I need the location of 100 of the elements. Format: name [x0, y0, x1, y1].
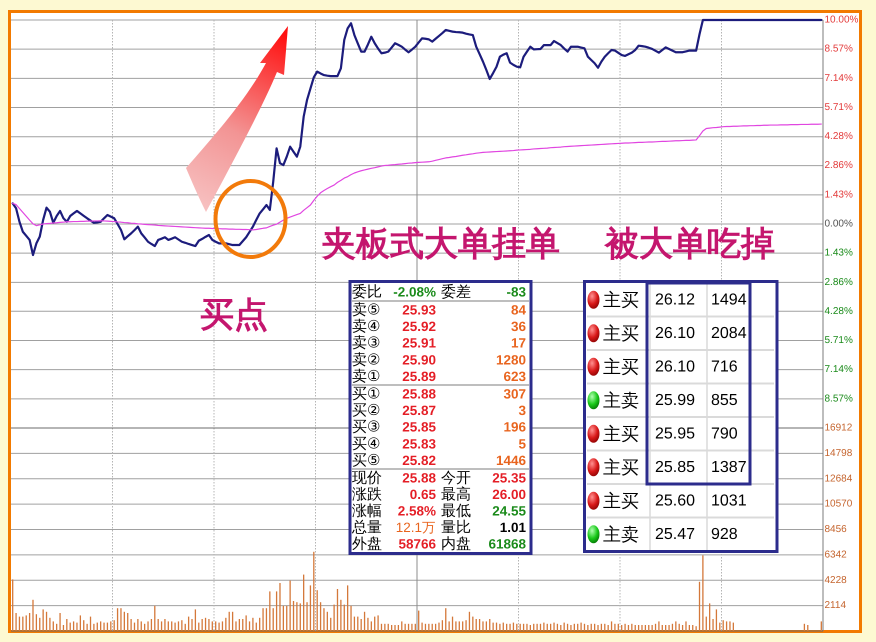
annotation: 36 — [510, 319, 526, 334]
annotation: 卖① — [352, 368, 380, 385]
y-tick-label: 0.00% — [824, 218, 853, 230]
annotation: 卖④ — [352, 318, 380, 336]
annotation: 25.92 — [402, 319, 436, 334]
annotation: 25.87 — [402, 403, 436, 418]
annotation: 主买 — [603, 457, 639, 478]
annotation: 买④ — [352, 435, 380, 452]
annotation: 1387 — [711, 458, 747, 476]
annotation: 12.1万 — [396, 520, 436, 535]
annotation: 26.00 — [492, 487, 526, 502]
annotation: 307 — [503, 386, 526, 402]
annotation: 主买 — [603, 356, 639, 377]
annotation: 卖② — [352, 351, 380, 368]
annotation: 主买 — [603, 290, 639, 310]
annotation: 1.01 — [500, 520, 526, 535]
y-tick-label: 2.86% — [824, 276, 853, 288]
annotation: 现价 — [352, 470, 382, 486]
y-tick-label: 7.14% — [824, 72, 853, 84]
annotation: 涨幅 — [352, 502, 382, 520]
annotation: 623 — [503, 368, 526, 384]
annotation: 25.35 — [492, 470, 526, 486]
annotation: 25.88 — [402, 386, 436, 402]
annotation: 196 — [503, 420, 526, 435]
annotation: 25.91 — [402, 336, 436, 351]
annotation: 委比 — [352, 284, 382, 300]
annotation: 外盘 — [352, 536, 382, 552]
annotation: 主买 — [603, 323, 639, 344]
y-tick-label: 7.14% — [824, 364, 853, 376]
annotation: 总量 — [351, 519, 382, 536]
y-tick-label: 2.86% — [824, 160, 853, 172]
annotation: 最低 — [441, 502, 471, 520]
annotation: 58766 — [398, 536, 436, 552]
annotation: 买② — [352, 402, 380, 420]
annotation: 卖③ — [352, 334, 380, 352]
annotation: 买点 — [200, 296, 268, 334]
annotation: 26.12 — [655, 291, 696, 308]
annotation: 2.58% — [398, 504, 436, 518]
annotation: 25.88 — [402, 470, 436, 486]
annotation: 5 — [518, 436, 526, 452]
annotation: 25.82 — [402, 452, 436, 468]
annotation: 25.83 — [402, 436, 436, 452]
y-tick-label: 8456 — [824, 524, 848, 535]
annotation: 主卖 — [603, 524, 639, 544]
annotation: 主买 — [603, 490, 639, 511]
y-tick-label: 12684 — [824, 473, 853, 484]
annotation: 内盘 — [441, 536, 471, 552]
y-tick-label: 14798 — [824, 448, 853, 459]
annotation: 26.10 — [655, 358, 696, 376]
annotation: 今开 — [441, 470, 471, 486]
annotation: 84 — [510, 302, 526, 318]
y-tick-label: 2114 — [824, 600, 846, 612]
y-tick-label: 8.57% — [824, 44, 853, 55]
annotation: 1446 — [496, 452, 526, 468]
y-tick-label: 10570 — [824, 498, 853, 510]
annotation: 25.85 — [402, 420, 436, 435]
annotation: -83 — [506, 284, 526, 300]
annotation: 1494 — [711, 291, 747, 308]
y-tick-label: 4228 — [824, 574, 848, 586]
y-tick-label: 1.43% — [824, 189, 853, 200]
y-tick-label: 1.43% — [824, 248, 853, 259]
annotation: 61868 — [488, 536, 526, 552]
annotation: 25.47 — [655, 526, 696, 543]
annotation: 25.89 — [402, 368, 436, 384]
annotation: 26.10 — [655, 324, 696, 342]
y-tick-label: 6342 — [824, 549, 848, 560]
annotation: 25.95 — [655, 425, 696, 442]
annotation: 24.55 — [492, 504, 526, 518]
annotation: 委差 — [441, 284, 471, 300]
annotation: 夹板式大单挂单 — [321, 225, 560, 263]
annotation: 买① — [352, 386, 380, 402]
y-tick-label: 16912 — [824, 422, 853, 434]
y-tick-label: 5.71% — [824, 102, 853, 114]
annotation: 3 — [518, 403, 526, 418]
annotation: 17 — [510, 336, 526, 351]
y-tick-label: 4.28% — [824, 306, 853, 317]
annotation: 最高 — [441, 486, 471, 503]
annotation: 25.60 — [655, 492, 696, 510]
y-tick-label: 5.71% — [824, 334, 853, 346]
annotation: 2084 — [711, 324, 747, 342]
annotation: 716 — [711, 358, 738, 376]
annotation: 25.90 — [402, 352, 436, 368]
y-tick-label: 8.57% — [824, 393, 853, 404]
annotation: 主卖 — [603, 390, 639, 410]
annotation: 1280 — [496, 352, 526, 368]
annotation: 25.85 — [655, 458, 696, 476]
annotation: 涨跌 — [352, 486, 382, 503]
annotation: -2.08% — [393, 284, 436, 300]
annotation: 量比 — [441, 519, 471, 536]
annotation: 买⑤ — [352, 452, 380, 469]
annotation: 被大单吃掉 — [603, 225, 775, 263]
annotation: 买③ — [352, 418, 380, 436]
y-tick-label: 4.28% — [824, 131, 853, 142]
y-tick-label: 10.00% — [824, 14, 859, 26]
annotation: 855 — [711, 392, 738, 409]
annotation: 0.65 — [410, 487, 436, 502]
annotation: 928 — [711, 526, 738, 543]
annotation: 主买 — [603, 424, 639, 444]
annotation: 790 — [711, 425, 738, 442]
annotation: 25.93 — [402, 302, 436, 318]
